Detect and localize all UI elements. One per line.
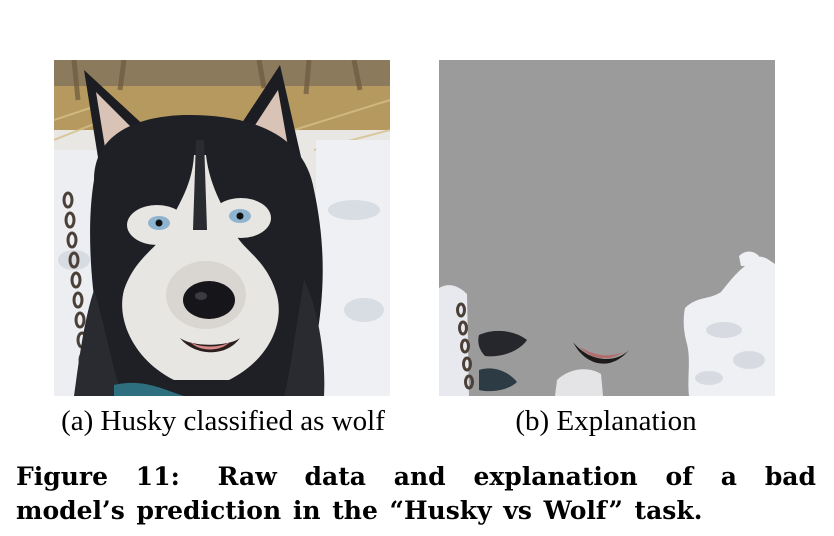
subcaption-b: (b) Explanation [515,405,697,437]
figure-label: Figure 11: [16,462,180,491]
figure-caption-line1: Figure 11: Raw data and explanation of a… [16,460,816,494]
figure-caption: Figure 11: Raw data and explanation of a… [16,460,816,528]
husky-photo-drawing [54,60,390,396]
explanation-image [439,60,775,396]
figure-caption-line2: model’s prediction in the “Husky vs Wolf… [16,496,703,525]
explanation-drawing [439,60,775,396]
husky-photo [54,60,390,396]
subcaption-a: (a) Husky classified as wolf [61,405,385,437]
figure-caption-text-1: Raw data and explanation of a bad [217,462,816,491]
